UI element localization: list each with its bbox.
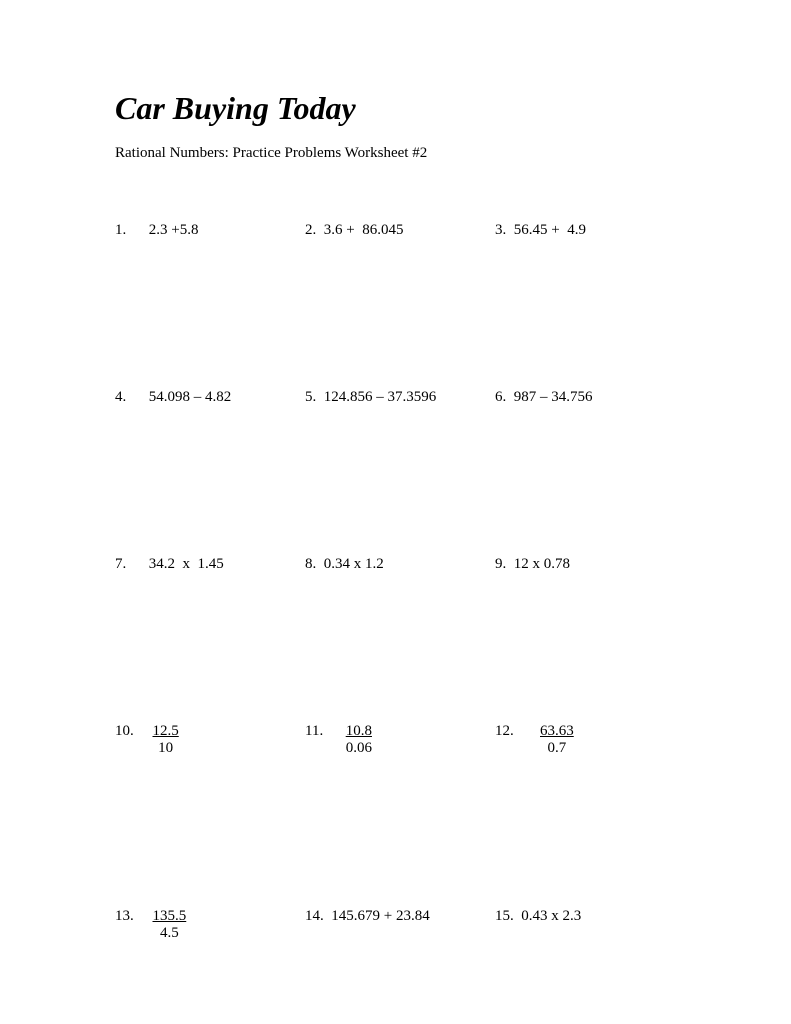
problem: 6. 987 – 34.756 bbox=[495, 389, 685, 406]
problem: 15. 0.43 x 2.3 bbox=[495, 908, 685, 925]
problem: 9. 12 x 0.78 bbox=[495, 556, 685, 573]
expression: 3.6 + 86.045 bbox=[324, 222, 404, 239]
spacer bbox=[506, 556, 514, 573]
problem-number: 7. bbox=[115, 556, 126, 573]
spacer bbox=[514, 723, 540, 740]
spacer bbox=[316, 389, 324, 406]
expression: 34.2 x 1.45 bbox=[149, 556, 224, 573]
spacer bbox=[126, 389, 149, 406]
spacer bbox=[506, 222, 514, 239]
fraction: 12.510 bbox=[153, 723, 179, 758]
problem: 1. 2.3 +5.8 bbox=[115, 222, 305, 239]
problem-number: 5. bbox=[305, 389, 316, 406]
expression: 987 – 34.756 bbox=[514, 389, 593, 406]
problem-number: 11. bbox=[305, 723, 323, 740]
fraction: 135.54.5 bbox=[153, 908, 187, 943]
spacer bbox=[134, 908, 153, 925]
problem: 10. 12.510 bbox=[115, 723, 305, 758]
problem-number: 9. bbox=[495, 556, 506, 573]
fraction-denominator: 0.06 bbox=[346, 740, 372, 757]
expression: 12 x 0.78 bbox=[514, 556, 570, 573]
fraction-numerator: 10.8 bbox=[346, 723, 372, 740]
problem-row: 1. 2.3 +5.82. 3.6 + 86.0453. 56.45 + 4.9 bbox=[115, 222, 676, 239]
problem-number: 14. bbox=[305, 908, 324, 925]
fraction: 63.630.7 bbox=[540, 723, 574, 758]
problem-number: 13. bbox=[115, 908, 134, 925]
problem-row: 13. 135.54.514. 145.679 + 23.8415. 0.43 … bbox=[115, 908, 676, 943]
fraction-numerator: 135.5 bbox=[153, 908, 187, 925]
problem: 2. 3.6 + 86.045 bbox=[305, 222, 495, 239]
problem: 4. 54.098 – 4.82 bbox=[115, 389, 305, 406]
problem-number: 4. bbox=[115, 389, 126, 406]
problem: 7. 34.2 x 1.45 bbox=[115, 556, 305, 573]
spacer bbox=[506, 389, 514, 406]
problem-row: 4. 54.098 – 4.825. 124.856 – 37.35966. 9… bbox=[115, 389, 676, 406]
fraction-numerator: 12.5 bbox=[153, 723, 179, 740]
expression: 54.098 – 4.82 bbox=[149, 389, 232, 406]
problem-row: 10. 12.51011. 10.80.0612. 63.630.7 bbox=[115, 723, 676, 758]
problem-number: 10. bbox=[115, 723, 134, 740]
fraction: 10.80.06 bbox=[346, 723, 372, 758]
expression: 0.43 x 2.3 bbox=[521, 908, 581, 925]
problem-number: 8. bbox=[305, 556, 316, 573]
expression: 56.45 + 4.9 bbox=[514, 222, 586, 239]
spacer bbox=[126, 556, 149, 573]
problem-number: 2. bbox=[305, 222, 316, 239]
spacer bbox=[324, 908, 332, 925]
problem: 13. 135.54.5 bbox=[115, 908, 305, 943]
problems-grid: 1. 2.3 +5.82. 3.6 + 86.0453. 56.45 + 4.9… bbox=[115, 222, 676, 942]
page-title: Car Buying Today bbox=[115, 90, 676, 127]
problem-number: 12. bbox=[495, 723, 514, 740]
fraction-denominator: 0.7 bbox=[548, 740, 567, 757]
problem: 8. 0.34 x 1.2 bbox=[305, 556, 495, 573]
page-subtitle: Rational Numbers: Practice Problems Work… bbox=[115, 145, 676, 162]
problem: 12. 63.630.7 bbox=[495, 723, 685, 758]
expression: 124.856 – 37.3596 bbox=[324, 389, 437, 406]
expression: 0.34 x 1.2 bbox=[324, 556, 384, 573]
expression: 2.3 +5.8 bbox=[149, 222, 199, 239]
spacer bbox=[316, 222, 324, 239]
problem-row: 7. 34.2 x 1.458. 0.34 x 1.29. 12 x 0.78 bbox=[115, 556, 676, 573]
spacer bbox=[134, 723, 153, 740]
spacer bbox=[126, 222, 149, 239]
problem-number: 6. bbox=[495, 389, 506, 406]
problem-number: 1. bbox=[115, 222, 126, 239]
fraction-numerator: 63.63 bbox=[540, 723, 574, 740]
expression: 145.679 + 23.84 bbox=[331, 908, 429, 925]
spacer bbox=[316, 556, 324, 573]
problem-number: 3. bbox=[495, 222, 506, 239]
problem: 5. 124.856 – 37.3596 bbox=[305, 389, 495, 406]
fraction-denominator: 4.5 bbox=[160, 925, 179, 942]
problem: 3. 56.45 + 4.9 bbox=[495, 222, 685, 239]
spacer bbox=[514, 908, 522, 925]
problem-number: 15. bbox=[495, 908, 514, 925]
problem: 11. 10.80.06 bbox=[305, 723, 495, 758]
spacer bbox=[323, 723, 346, 740]
problem: 14. 145.679 + 23.84 bbox=[305, 908, 495, 925]
fraction-denominator: 10 bbox=[158, 740, 173, 757]
